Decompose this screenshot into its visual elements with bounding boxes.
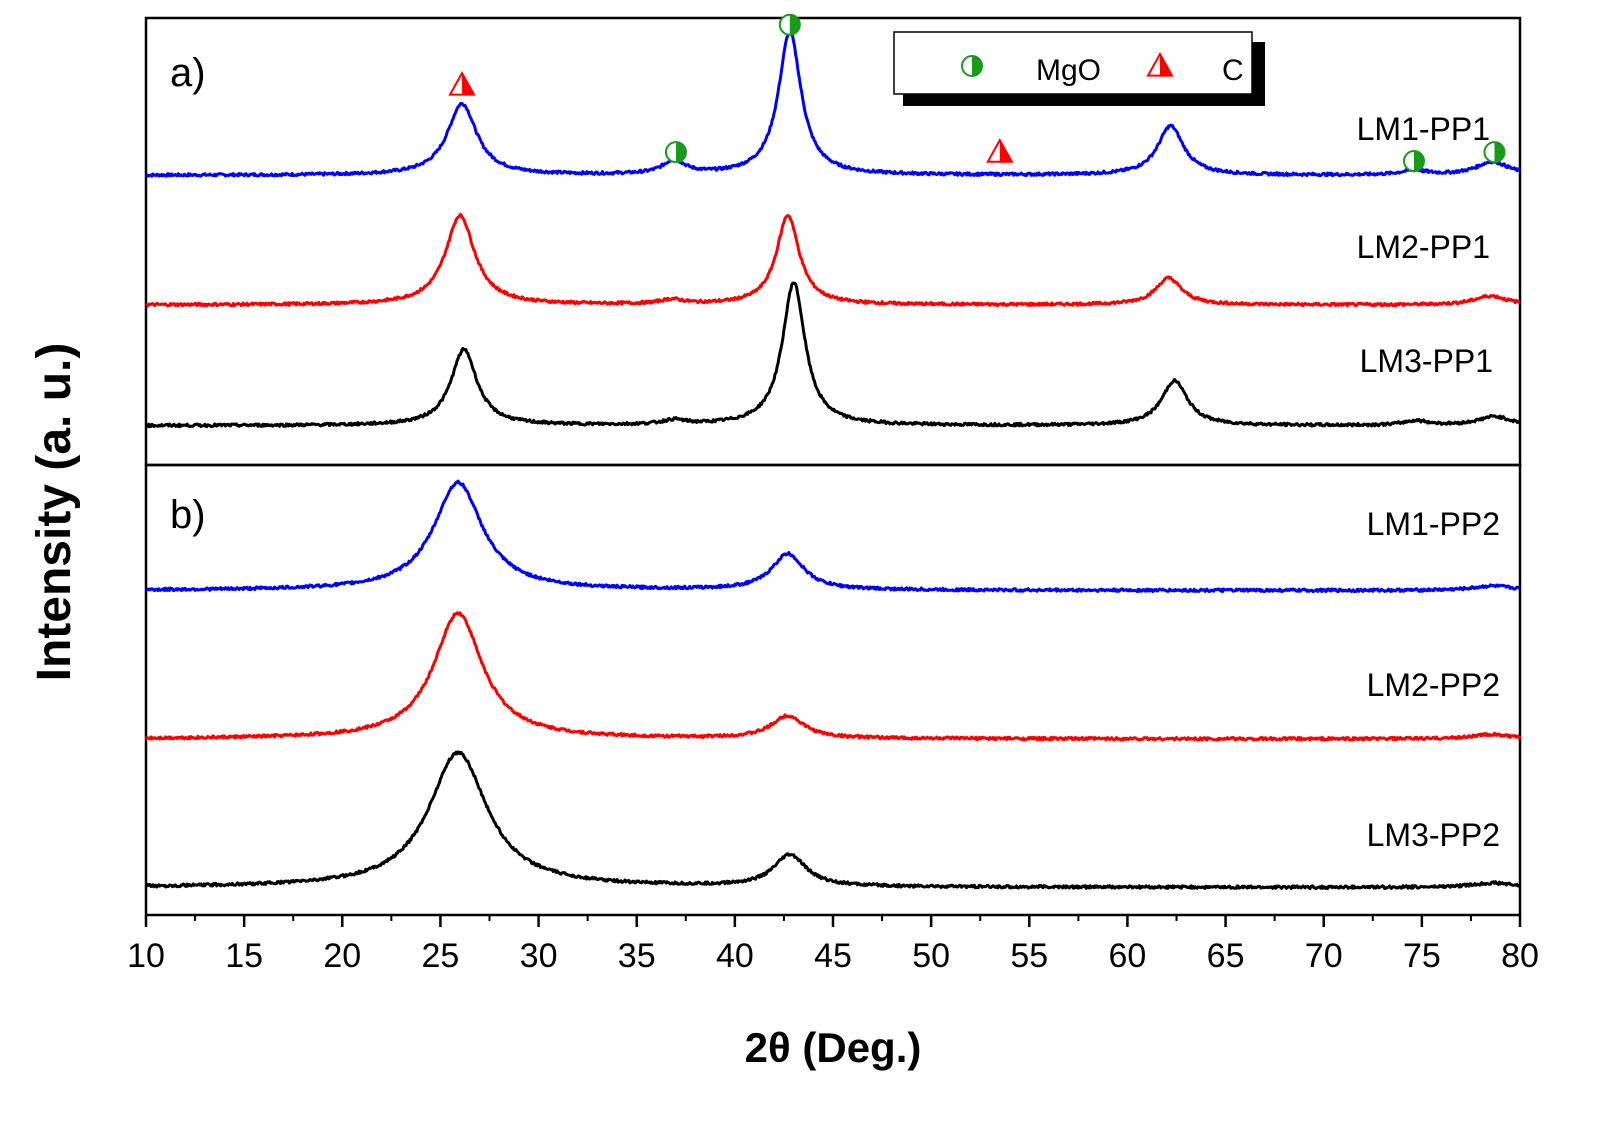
mgo-legend-symbol (961, 55, 983, 77)
c-marker-icon (986, 138, 1014, 163)
x-tick-label: 80 (1501, 937, 1539, 975)
legend-label-c: C (1222, 54, 1244, 87)
x-tick-label: 25 (422, 937, 460, 975)
series-label-lm2-pp2: LM2-PP2 (1367, 667, 1500, 703)
mgo-marker-icon (778, 13, 801, 36)
panel-b-frame (144, 463, 1522, 917)
series-label-lm2-pp1: LM2-PP1 (1357, 229, 1490, 265)
y-axis-title: Intensity (a. u.) (28, 343, 81, 682)
series-line-lm3-pp1 (145, 281, 1521, 429)
series-label-lm3-pp1: LM3-PP1 (1360, 343, 1493, 379)
x-tick-label: 65 (1207, 937, 1245, 975)
x-tick-label: 55 (1010, 937, 1048, 975)
x-axis-title: 2θ (Deg.) (745, 1024, 922, 1071)
mgo-marker-icon (664, 141, 687, 164)
legend-label-mgo: MgO (1036, 54, 1101, 87)
x-tick-label: 50 (912, 937, 950, 975)
x-tick-label: 60 (1109, 937, 1147, 975)
panel-a-frame (144, 16, 1522, 467)
c-marker-icon (448, 70, 476, 96)
mgo-marker-icon (1403, 150, 1426, 173)
series-line-lm2-pp1 (145, 213, 1521, 308)
mgo-marker-icon (1483, 141, 1506, 164)
x-tick-label: 20 (323, 937, 361, 975)
series-line-lm1-pp1 (145, 29, 1522, 178)
c-legend-icon (1146, 51, 1174, 77)
series-line-lm2-pp2 (144, 611, 1522, 742)
panel-b-label: b) (170, 493, 206, 537)
x-tick-label: 10 (127, 937, 165, 975)
x-axis: 10 15 20 25 30 35 40 45 50 55 60 65 70 75 80 (127, 915, 1539, 975)
x-tick-label: 35 (618, 937, 656, 975)
legend: MgO C (893, 31, 1265, 106)
x-tick-label: 70 (1305, 937, 1343, 975)
x-tick-label: 15 (225, 937, 263, 975)
series-label-lm1-pp2: LM1-PP2 (1367, 506, 1500, 542)
mgo-legend-icon (961, 55, 983, 77)
series-line-lm1-pp2 (145, 479, 1521, 594)
series-line-lm3-pp2 (144, 750, 1521, 890)
legend-box (893, 31, 1253, 95)
series-label-lm1-pp1: LM1-PP1 (1357, 111, 1490, 147)
x-tick-label: 30 (520, 937, 558, 975)
x-tick-label: 45 (814, 937, 852, 975)
c-legend-symbol (1146, 51, 1174, 77)
series-curves (144, 29, 1522, 890)
panel-a-label: a) (170, 51, 206, 95)
series-label-lm3-pp2: LM3-PP2 (1367, 817, 1500, 853)
x-tick-label: 40 (716, 937, 754, 975)
x-tick-label: 75 (1403, 937, 1441, 975)
